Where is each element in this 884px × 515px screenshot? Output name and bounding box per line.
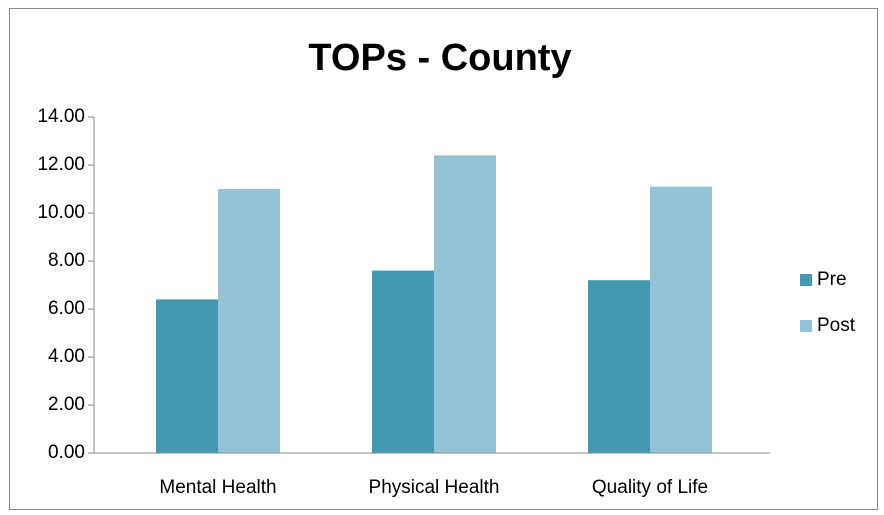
y-tick-label: 0.00 [48, 442, 85, 463]
y-tick-label: 8.00 [48, 250, 85, 271]
legend-label: Post [817, 315, 856, 336]
legend-label: Pre [817, 269, 847, 290]
y-tick-label: 2.00 [48, 394, 85, 415]
bar [218, 189, 280, 453]
y-tick-label: 14.00 [37, 106, 85, 127]
bar [588, 280, 650, 453]
y-tick-label: 12.00 [37, 154, 85, 175]
x-tick-label: Mental Health [159, 477, 276, 498]
legend-swatch [800, 320, 812, 332]
chart-title: TOPs - County [308, 37, 571, 79]
x-tick-label: Quality of Life [592, 477, 708, 498]
y-tick-label: 4.00 [48, 346, 85, 367]
y-tick-label: 10.00 [37, 202, 85, 223]
bar [434, 155, 496, 453]
y-tick-label: 6.00 [48, 298, 85, 319]
bar [650, 186, 712, 453]
legend-swatch [800, 274, 812, 286]
bar [372, 270, 434, 453]
x-tick-label: Physical Health [369, 477, 500, 498]
bar [156, 299, 218, 453]
